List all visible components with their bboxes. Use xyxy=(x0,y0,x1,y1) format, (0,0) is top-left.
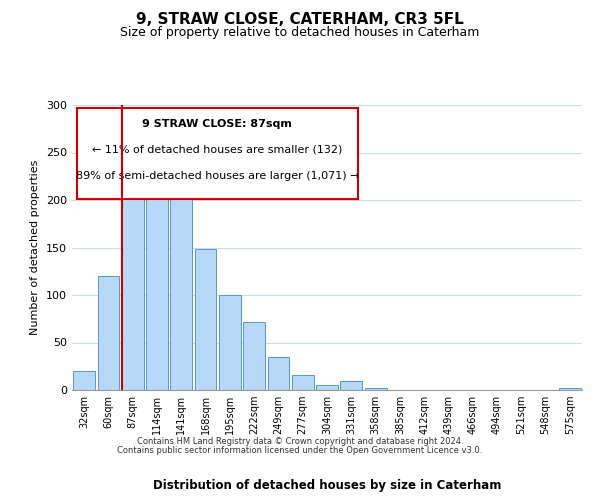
Text: 89% of semi-detached houses are larger (1,071) →: 89% of semi-detached houses are larger (… xyxy=(76,170,359,180)
Bar xyxy=(122,190,143,390)
Text: Contains HM Land Registry data © Crown copyright and database right 2024.: Contains HM Land Registry data © Crown c… xyxy=(137,437,463,446)
Bar xyxy=(365,388,386,390)
Bar xyxy=(316,385,338,390)
Y-axis label: Number of detached properties: Number of detached properties xyxy=(31,160,40,335)
Bar xyxy=(340,380,362,390)
Bar xyxy=(292,375,314,390)
Text: 9, STRAW CLOSE, CATERHAM, CR3 5FL: 9, STRAW CLOSE, CATERHAM, CR3 5FL xyxy=(136,12,464,28)
Bar xyxy=(146,172,168,390)
FancyBboxPatch shape xyxy=(77,108,358,199)
Text: ← 11% of detached houses are smaller (132): ← 11% of detached houses are smaller (13… xyxy=(92,145,343,155)
Text: Contains public sector information licensed under the Open Government Licence v3: Contains public sector information licen… xyxy=(118,446,482,455)
Bar xyxy=(97,276,119,390)
Bar xyxy=(243,322,265,390)
Bar xyxy=(268,357,289,390)
Text: Size of property relative to detached houses in Caterham: Size of property relative to detached ho… xyxy=(121,26,479,39)
Bar xyxy=(219,295,241,390)
Bar xyxy=(73,371,95,390)
Bar xyxy=(170,152,192,390)
Text: Distribution of detached houses by size in Caterham: Distribution of detached houses by size … xyxy=(153,480,501,492)
Bar xyxy=(194,250,217,390)
Text: 9 STRAW CLOSE: 87sqm: 9 STRAW CLOSE: 87sqm xyxy=(142,120,292,130)
Bar xyxy=(559,388,581,390)
